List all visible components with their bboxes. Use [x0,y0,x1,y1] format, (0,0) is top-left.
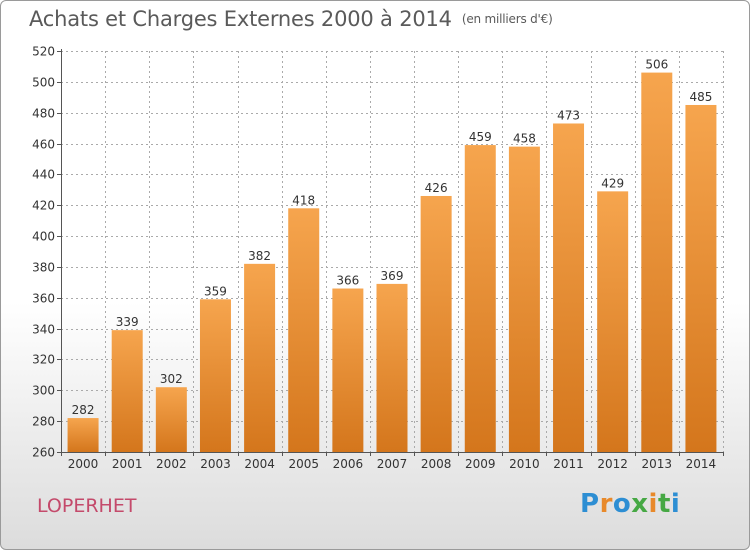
y-tick-label: 500 [32,76,55,90]
y-tick-label: 300 [32,384,55,398]
x-tick-label: 2005 [288,457,319,471]
bar-2010[interactable] [508,146,540,452]
bar-2007[interactable] [376,283,408,452]
bar-2013[interactable] [641,72,673,452]
chart-title: Achats et Charges Externes 2000 à 2014 (e… [29,7,553,31]
x-tick-label: 2008 [421,457,452,471]
y-tick-label: 520 [32,45,55,59]
bar-2000[interactable] [67,418,99,452]
y-tick-label: 320 [32,353,55,367]
logo-letter: o [612,489,632,519]
data-label: 459 [469,130,492,144]
x-tick-label: 2002 [156,457,187,471]
x-tick-label: 2010 [509,457,540,471]
x-tick-label: 2009 [465,457,496,471]
y-tick-label: 360 [32,292,55,306]
logo-letter: r [599,489,613,519]
logo-letter: i [648,489,658,519]
data-label: 426 [425,181,448,195]
y-tick-label: 420 [32,199,55,213]
x-tick-label: 2013 [642,457,673,471]
data-label: 485 [689,90,712,104]
y-tick-label: 260 [32,446,55,460]
x-tick-label: 2004 [244,457,275,471]
data-label: 302 [160,372,183,386]
data-label: 506 [645,58,668,72]
y-tick-label: 380 [32,261,55,275]
data-label: 458 [513,132,536,146]
title-text: Achats et Charges Externes 2000 à 2014 [29,7,452,31]
y-tick-label: 280 [32,415,55,429]
x-tick-label: 2003 [200,457,231,471]
data-label: 282 [72,403,95,417]
data-label: 418 [292,193,315,207]
x-tick-label: 2011 [553,457,584,471]
data-label: 382 [248,249,271,263]
bar-2003[interactable] [199,299,231,452]
data-label: 359 [204,284,227,298]
logo-letter: x [631,489,649,519]
y-tick-label: 400 [32,230,55,244]
bar-2004[interactable] [244,263,276,452]
bar-2009[interactable] [464,145,496,453]
bar-2006[interactable] [332,288,364,452]
data-label: 339 [116,315,139,329]
bar-2002[interactable] [155,387,187,452]
data-label: 366 [336,274,359,288]
x-tick-label: 2007 [377,457,408,471]
bar-2005[interactable] [288,208,320,452]
proxiti-logo[interactable]: Proxiti [580,489,680,519]
x-tick-label: 2000 [68,457,99,471]
data-label: 369 [381,269,404,283]
data-label: 429 [601,176,624,190]
data-label: 473 [557,108,580,122]
bar-2012[interactable] [597,191,629,452]
x-tick-label: 2006 [333,457,364,471]
y-tick-label: 480 [32,107,55,121]
bar-2014[interactable] [685,104,717,452]
x-tick-label: 2014 [686,457,717,471]
logo-letter: P [580,489,600,519]
y-tick-label: 460 [32,138,55,152]
unit-label: (en milliers d'€) [461,12,553,26]
x-tick-label: 2012 [597,457,628,471]
y-tick-label: 440 [32,168,55,182]
commune-name: LOPERHET [37,495,137,517]
logo-letter: i [670,489,681,519]
bar-2008[interactable] [420,195,452,452]
bar-2011[interactable] [553,123,585,452]
bar-2001[interactable] [111,330,143,452]
logo-letter: t [657,489,671,519]
y-tick-label: 340 [32,323,55,337]
x-tick-label: 2001 [112,457,143,471]
